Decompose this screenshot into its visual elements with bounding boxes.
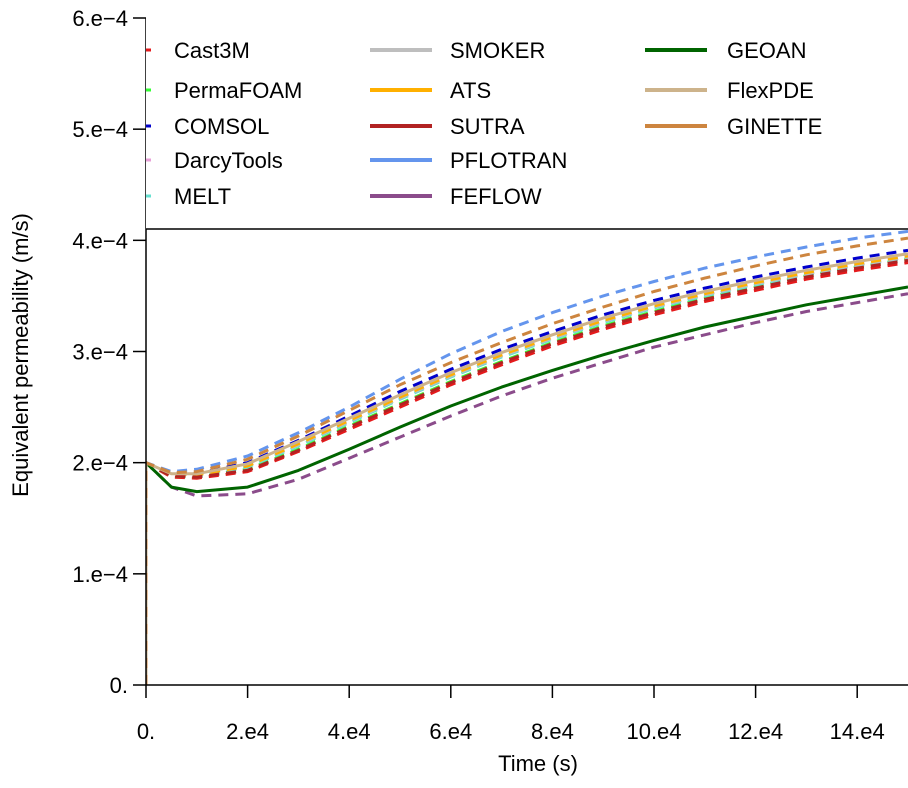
- legend-label-geoan: GEOAN: [727, 38, 806, 63]
- series-line-flexpde: [146, 252, 908, 685]
- legend-label-pflotran: PFLOTRAN: [450, 148, 567, 173]
- legend-label-smoker: SMOKER: [450, 38, 545, 63]
- series-line-ginette: [146, 236, 908, 685]
- x-axis-title: Time (s): [498, 751, 578, 776]
- x-tick-label: 4.e4: [328, 719, 371, 744]
- legend-label-feflow: FEFLOW: [450, 184, 542, 209]
- x-tick-label: 12.e4: [728, 719, 783, 744]
- series-line-feflow: [146, 292, 908, 685]
- series-line-smoker: [146, 255, 908, 685]
- legend-label-darcytools: DarcyTools: [174, 148, 283, 173]
- axes-layer: 0. 1.e−4 2.e−4 3.e−4 4.e−4 5.e−4 6.e−4 0. 2.e4 4.…: [72, 6, 908, 744]
- legend-label-cast3m: Cast3M: [174, 38, 250, 63]
- y-tick-label: 6.e−4: [72, 6, 128, 31]
- series-line-comsol: [146, 248, 908, 685]
- series-line-darcytools: [146, 253, 908, 685]
- legend-label-permafoam: PermaFOAM: [174, 78, 302, 103]
- series-line-geoan: [146, 285, 908, 685]
- series-layer: [146, 229, 908, 685]
- legend-label-sutra: SUTRA: [450, 114, 525, 139]
- legend-label-ginette: GINETTE: [727, 114, 822, 139]
- x-tick-label: 8.e4: [531, 719, 574, 744]
- legend-label-melt: MELT: [174, 184, 231, 209]
- legend-label-ats: ATS: [450, 78, 491, 103]
- y-axis-title: Equivalent permeability (m/s): [8, 213, 33, 497]
- x-tick-label: 2.e4: [226, 719, 269, 744]
- series-line-cast3m: [146, 261, 908, 685]
- x-tick-label: 10.e4: [626, 719, 681, 744]
- y-tick-label: 3.e−4: [72, 340, 128, 365]
- y-tick-label: 2.e−4: [72, 451, 128, 476]
- x-tick-label: 0.: [137, 719, 155, 744]
- y-tick-label: 1.e−4: [72, 562, 128, 587]
- x-tick-label: 14.e4: [830, 719, 885, 744]
- legend-background: [146, 18, 908, 229]
- series-line-sutra: [146, 258, 908, 685]
- legend-label-comsol: COMSOL: [174, 114, 269, 139]
- legend: Cast3M PermaFOAM COMSOL DarcyTools MELT SMOKE…: [146, 18, 908, 230]
- x-tick-label: 6.e4: [429, 719, 472, 744]
- y-tick-label: 5.e−4: [72, 117, 128, 142]
- series-line-ats: [146, 254, 908, 685]
- y-tick-label: 0.: [110, 673, 128, 698]
- series-line-pflotran: [146, 229, 908, 685]
- legend-label-flexpde: FlexPDE: [727, 78, 814, 103]
- y-tick-label: 4.e−4: [72, 228, 128, 253]
